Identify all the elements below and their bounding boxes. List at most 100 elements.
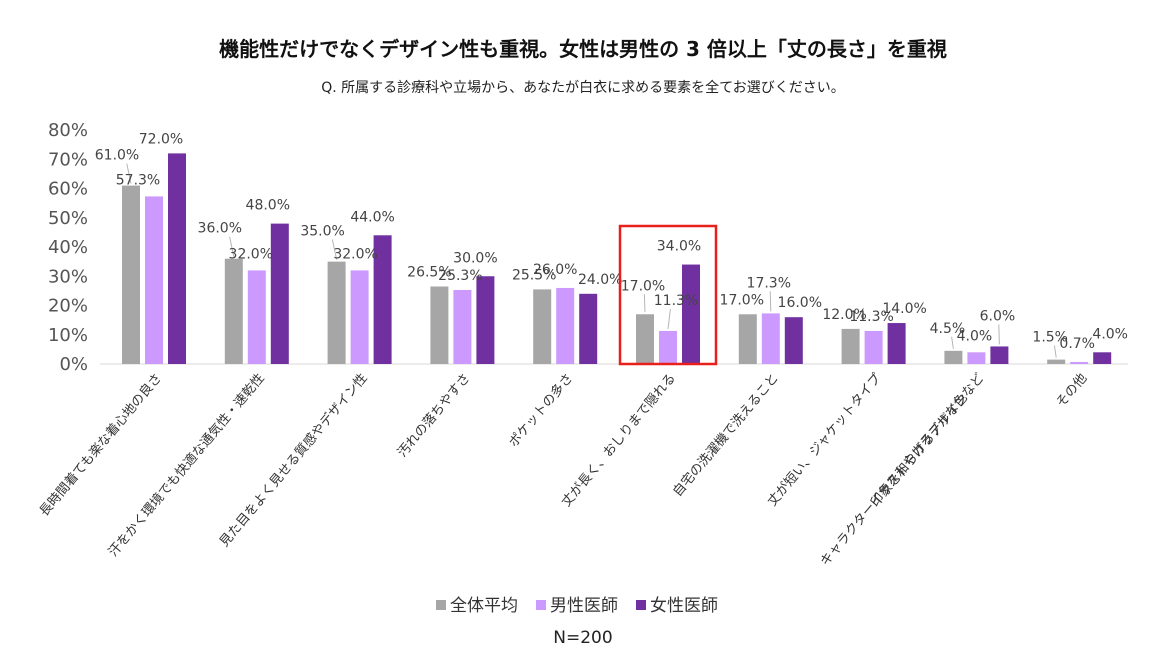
bar bbox=[270, 223, 289, 364]
data-label: 14.0% bbox=[882, 301, 926, 317]
data-label: 36.0% bbox=[198, 221, 242, 237]
bar bbox=[373, 235, 392, 364]
data-label: 6.0% bbox=[980, 308, 1016, 324]
data-label: 26.5% bbox=[407, 264, 451, 280]
y-tick-label: 70% bbox=[48, 149, 88, 170]
bar bbox=[1070, 361, 1089, 364]
category-label: 丈が長く、おしりまで隠れる bbox=[559, 371, 679, 510]
data-label: 26.0% bbox=[533, 262, 577, 278]
category-labels: 長時間着ても楽な着心地の良さ汗をかく環境でも快適な通気性・速乾性見た目をよく見せ… bbox=[36, 370, 1090, 569]
category-label: ポケットの多さ bbox=[506, 370, 577, 450]
data-label: 25.5% bbox=[512, 267, 556, 283]
bar bbox=[841, 328, 860, 364]
bar bbox=[887, 323, 906, 364]
bar bbox=[579, 293, 598, 364]
bar bbox=[1047, 359, 1066, 364]
data-label: 17.0% bbox=[621, 278, 665, 294]
legend-swatch bbox=[636, 600, 646, 610]
bar bbox=[944, 350, 963, 364]
legend-label: 女性医師 bbox=[650, 596, 718, 616]
data-label: 1.5% bbox=[1032, 330, 1068, 346]
legend: 全体平均 男性医師 女性医師 bbox=[436, 596, 718, 616]
bar bbox=[327, 261, 346, 364]
bar bbox=[145, 196, 163, 364]
sample-size-note: N=200 bbox=[553, 628, 612, 648]
label-leader-line bbox=[998, 324, 1000, 345]
data-label: 11.3% bbox=[654, 293, 698, 309]
data-labels: 61.0% 36.0% 35.0% 26.5% 25.5% 17.0% 17.0% 12.0%… bbox=[95, 131, 1128, 352]
data-label: 4.0% bbox=[957, 328, 993, 344]
bar bbox=[682, 264, 700, 364]
y-tick-label: 40% bbox=[48, 237, 88, 258]
bar bbox=[636, 314, 654, 364]
data-label: 17.0% bbox=[720, 292, 764, 308]
y-tick-label: 80% bbox=[48, 120, 88, 141]
bar bbox=[350, 270, 369, 364]
legend-label: 男性医師 bbox=[550, 596, 618, 616]
category-label: 汚れの落ちやすさ bbox=[395, 371, 473, 460]
y-tick-label: 20% bbox=[48, 296, 88, 317]
label-leader-line bbox=[1053, 345, 1057, 358]
category-label: 自宅の洗濯機で洗えること bbox=[670, 371, 782, 500]
data-label: 12.0% bbox=[822, 307, 866, 323]
data-label: 16.0% bbox=[778, 295, 822, 311]
category-label: 丈が短い、ジャケットタイプ bbox=[765, 371, 885, 510]
chart-subtitle: Q. 所属する診療科や立場から、あなたが白衣に求める要素を全てお選びください。 bbox=[321, 79, 845, 96]
bar bbox=[430, 286, 449, 364]
y-axis: 0% 10% 20% 30% 40% 50% 60% 70% 80% bbox=[48, 120, 88, 375]
data-label: 11.3% bbox=[849, 309, 893, 325]
bar bbox=[738, 314, 757, 364]
data-label: 35.0% bbox=[300, 224, 344, 240]
bar bbox=[659, 330, 677, 364]
category-label: その他 bbox=[1054, 371, 1091, 411]
y-tick-label: 30% bbox=[48, 266, 88, 287]
bar bbox=[761, 313, 780, 364]
data-label: 57.3% bbox=[116, 172, 160, 188]
label-leader-line bbox=[229, 236, 235, 257]
label-leader-lines bbox=[126, 163, 1057, 358]
highlight-box bbox=[618, 224, 718, 366]
data-label: 72.0% bbox=[139, 131, 183, 147]
bar-series-group bbox=[122, 153, 1112, 364]
bar bbox=[864, 330, 883, 364]
bar bbox=[784, 317, 803, 364]
bar bbox=[967, 352, 986, 364]
bar bbox=[247, 270, 266, 364]
bar bbox=[122, 185, 140, 364]
bar bbox=[476, 276, 495, 364]
bar bbox=[168, 153, 186, 364]
data-label: 17.3% bbox=[747, 275, 791, 291]
data-label: 44.0% bbox=[350, 209, 394, 225]
bar bbox=[990, 346, 1009, 364]
data-label: 32.0% bbox=[333, 246, 377, 262]
data-label: 24.0% bbox=[578, 272, 622, 288]
category-label: 長時間着ても楽な着心地の良さ bbox=[36, 370, 165, 519]
label-leader-line bbox=[951, 336, 954, 349]
label-leader-line bbox=[667, 308, 671, 330]
data-label: 61.0% bbox=[95, 148, 139, 164]
data-label: 4.0% bbox=[1092, 326, 1128, 342]
bar bbox=[224, 258, 243, 364]
chart-title: 機能性だけでなくデザイン性も重視。女性は男性の 3 倍以上「丈の長さ」を重視 bbox=[219, 37, 947, 61]
label-leader-line bbox=[643, 294, 646, 313]
data-label: 32.0% bbox=[229, 246, 273, 262]
category-label: 印象を和らげるデザイン bbox=[867, 390, 971, 510]
legend-swatch bbox=[436, 600, 446, 610]
legend-swatch bbox=[536, 600, 546, 610]
bar bbox=[453, 289, 472, 364]
y-tick-label: 0% bbox=[59, 354, 88, 375]
data-label: 34.0% bbox=[657, 239, 701, 255]
y-tick-label: 60% bbox=[48, 179, 88, 200]
bar bbox=[533, 289, 552, 364]
data-label: 4.5% bbox=[930, 321, 966, 337]
y-tick-label: 50% bbox=[48, 208, 88, 229]
y-tick-label: 10% bbox=[48, 325, 88, 346]
bar bbox=[556, 287, 575, 364]
bar bbox=[1093, 352, 1112, 364]
legend-label: 全体平均 bbox=[450, 596, 518, 616]
label-leader-line bbox=[331, 239, 338, 260]
data-label: 0.7% bbox=[1059, 336, 1095, 352]
data-label: 30.0% bbox=[453, 250, 497, 266]
data-label: 25.3% bbox=[438, 268, 482, 284]
